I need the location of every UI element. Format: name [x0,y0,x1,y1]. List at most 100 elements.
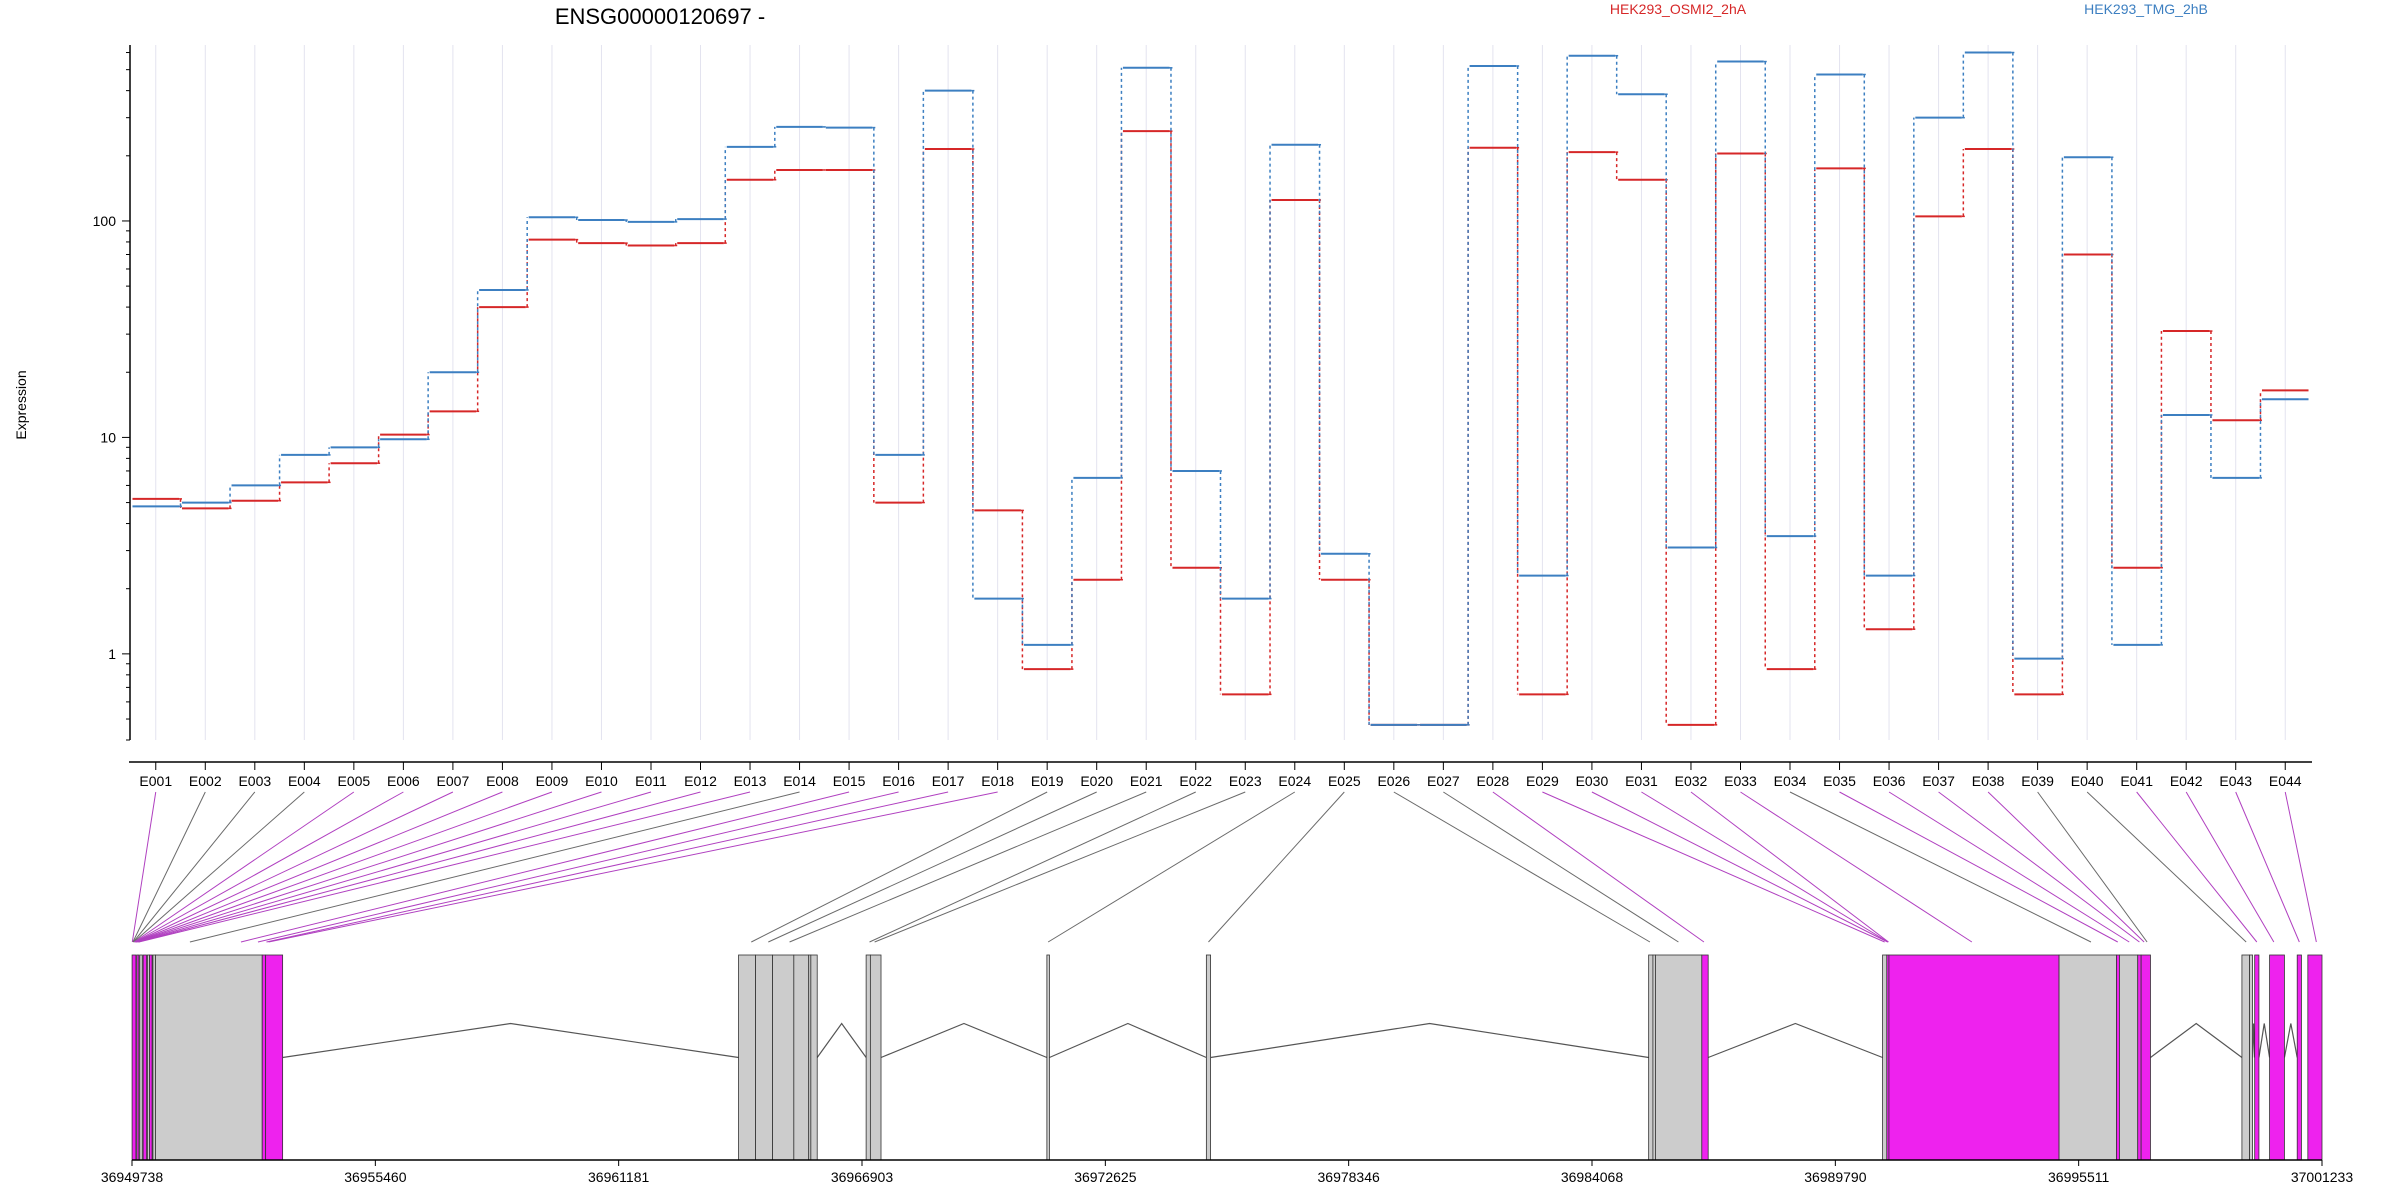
x-tick-label-e034: E034 [1774,773,1807,789]
connector-e019 [751,791,1048,943]
x-tick-label-e023: E023 [1229,773,1262,789]
connector-e035 [1839,791,2118,943]
connector-e017 [266,791,949,943]
exon-connectors [131,791,2317,943]
exon-block-22 [1655,954,1703,1161]
y-tick-label: 10 [100,429,116,445]
exon-block-1 [136,954,140,1161]
connector-e033 [1740,791,1973,943]
connector-e037 [1938,791,2140,943]
genomic-tick-label: 37001233 [2291,1169,2354,1185]
intron-1 [816,1022,867,1058]
genomic-tick-label: 36995511 [2048,1169,2109,1185]
y-axis-label: Expression [13,370,29,439]
x-tick-label-e037: E037 [1922,773,1955,789]
x-tick-label-e043: E043 [2219,773,2252,789]
x-tick-label-e044: E044 [2269,773,2302,789]
x-tick-label-e027: E027 [1427,773,1460,789]
exon-block-20 [1648,954,1654,1161]
exon-block-17 [869,954,882,1161]
genomic-axis: 36949738 36955460 36961181 36966903 36972625… [101,1159,2354,1185]
x-tick-label-e033: E033 [1724,773,1757,789]
connector-e022 [869,791,1196,943]
x-tick-label-e017: E017 [932,773,965,789]
genomic-tick-label: 36978346 [1318,1169,1381,1185]
connector-e001 [131,791,157,943]
gene-model [131,954,2323,1161]
x-tick-label-e010: E010 [585,773,618,789]
connector-e040 [2086,791,2247,943]
connector-e018 [268,791,998,943]
axes: 1 10 100 E001 E002 E003 E004 E005 E006 E007 E008 E0… [93,45,2312,789]
connector-e016 [257,791,899,943]
x-tick-label-e029: E029 [1526,773,1559,789]
connector-e021 [789,791,1147,943]
connector-e013 [138,791,751,943]
exon-block-19 [1205,954,1212,1161]
x-tick-label-e040: E040 [2071,773,2104,789]
genomic-tick-label: 36989790 [1804,1169,1867,1185]
connector-e025 [1208,791,1345,943]
connector-e020 [768,791,1097,943]
connector-e008 [135,791,503,943]
x-tick-label-e038: E038 [1972,773,2005,789]
connector-e015 [240,791,850,943]
connector-e030 [1591,791,1888,943]
x-tick-label-e030: E030 [1576,773,1609,789]
exon-block-28 [2116,954,2120,1161]
exon-block-27 [2058,954,2117,1161]
connector-e042 [2185,791,2275,943]
exon-block-7 [155,954,263,1161]
exon-block-24 [1882,954,1888,1161]
x-tick-label-e032: E032 [1675,773,1708,789]
exon-block-36 [2296,954,2302,1161]
connector-e039 [2037,791,2148,943]
exon-block-33 [2249,954,2253,1161]
connector-e043 [2235,791,2300,943]
genomic-tick-label: 36949738 [101,1169,164,1185]
connector-e024 [1047,791,1296,943]
x-tick-label-e007: E007 [437,773,470,789]
x-tick-label-e014: E014 [783,773,816,789]
exon-block-2 [139,954,143,1161]
exon-block-9 [265,954,284,1161]
connector-e002 [132,791,206,943]
exon-block-5 [149,954,153,1161]
exon-block-30 [2137,954,2142,1161]
x-tick-label-e002: E002 [189,773,222,789]
connector-e012 [137,791,701,943]
genomic-tick-label: 36961181 [588,1169,649,1185]
connector-e006 [134,791,404,943]
genomic-tick-label: 36972625 [1074,1169,1137,1185]
intron-9 [2283,1023,2298,1058]
x-tick-label-e008: E008 [486,773,519,789]
x-tick-label-e015: E015 [833,773,866,789]
series-lines [132,51,2309,726]
genomic-tick-label: 36955460 [344,1169,407,1185]
x-tick-label-e024: E024 [1278,773,1311,789]
x-tick-label-e016: E016 [882,773,915,789]
connector-e003 [132,791,256,943]
connector-e029 [1542,791,1885,943]
connector-e027 [1443,791,1679,943]
connector-e026 [1393,791,1651,943]
x-tick-label-e022: E022 [1179,773,1212,789]
exon-block-13 [793,954,810,1161]
chart-title: ENSG00000120697 - [555,4,765,29]
x-tick-label-e020: E020 [1080,773,1113,789]
connector-e004 [133,791,305,943]
genomic-tick-label: 36966903 [831,1169,894,1185]
y-tick-label: 100 [93,213,117,229]
exon-block-10 [738,954,756,1161]
exon-block-31 [2140,954,2151,1161]
connector-e036 [1888,791,2130,943]
connector-e014 [189,791,800,943]
connector-e007 [134,791,454,943]
exon-block-0 [131,954,137,1161]
x-tick-label-e025: E025 [1328,773,1361,789]
x-tick-label-e026: E026 [1377,773,1410,789]
x-tick-label-e004: E004 [288,773,321,789]
x-tick-label-e035: E035 [1823,773,1856,789]
